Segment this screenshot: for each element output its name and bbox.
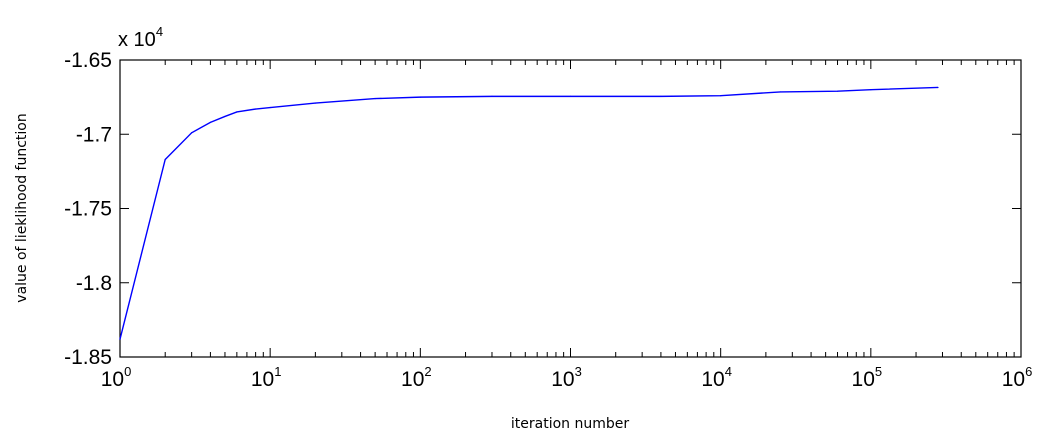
- x-tick-exponent: 4: [725, 364, 732, 379]
- series-point: [720, 95, 722, 97]
- x-tick-base: 10: [101, 368, 124, 391]
- series-point: [779, 91, 782, 93]
- x-tick-label: 105: [852, 364, 883, 391]
- series-point: [374, 98, 376, 100]
- x-tick-label: 104: [701, 364, 732, 391]
- y-multiplier-base: x 10: [118, 29, 156, 51]
- x-tick-label: 106: [1002, 364, 1033, 391]
- series-point: [191, 132, 193, 134]
- y-tick-label: -1.85: [64, 346, 112, 369]
- series-point: [209, 121, 212, 123]
- x-tick-exponent: 3: [575, 364, 582, 379]
- series-point: [870, 89, 872, 91]
- series-point: [119, 338, 121, 340]
- plot-area: [119, 59, 1022, 358]
- x-tick-label: 103: [551, 364, 582, 391]
- x-tick-labels: 100 101 102 103 104 105 106: [101, 364, 1033, 391]
- series-point: [236, 111, 238, 113]
- series-point: [660, 95, 662, 97]
- x-tick-base: 10: [852, 368, 875, 391]
- y-ticks: [120, 59, 1021, 358]
- series-point: [491, 95, 493, 97]
- x-tick-label: 101: [251, 364, 282, 391]
- series-point: [224, 115, 226, 118]
- x-axis-label: iteration number: [511, 416, 629, 432]
- x-tick-base: 10: [401, 368, 424, 391]
- y-multiplier-exponent: 4: [156, 24, 163, 39]
- series-point: [419, 96, 421, 98]
- x-tick-label: 102: [401, 364, 432, 391]
- x-tick-exponent: 1: [274, 364, 281, 379]
- x-minor-ticks: [164, 60, 1015, 357]
- x-tick-exponent: 5: [875, 364, 882, 379]
- y-tick-labels: -1.65 -1.7 -1.75 -1.8 -1.85: [64, 49, 112, 369]
- series-point: [164, 158, 166, 161]
- x-tick-exponent: 2: [424, 364, 431, 379]
- x-tick-exponent: 0: [124, 364, 131, 379]
- y-tick-label: -1.75: [64, 198, 112, 221]
- likelihood-series-points: [119, 86, 939, 340]
- series-point: [569, 95, 572, 97]
- series-point: [937, 86, 939, 89]
- y-tick-label: -1.8: [76, 272, 112, 295]
- y-axis-label: value of lieklihood function: [14, 113, 30, 302]
- x-tick-exponent: 6: [1025, 364, 1032, 379]
- x-tick-base: 10: [551, 368, 574, 391]
- x-major-ticks: [119, 60, 1022, 357]
- series-point: [836, 90, 839, 92]
- series-point: [314, 102, 316, 104]
- x-tick-base: 10: [701, 368, 724, 391]
- series-point: [255, 108, 257, 110]
- y-tick-label: -1.65: [64, 49, 112, 72]
- x-tick-base: 10: [251, 368, 274, 391]
- y-axis-multiplier: x 104: [118, 24, 163, 51]
- x-tick-base: 10: [1002, 368, 1025, 391]
- series-point: [269, 106, 271, 109]
- x-tick-label: 100: [101, 364, 132, 391]
- y-tick-label: -1.7: [76, 123, 112, 146]
